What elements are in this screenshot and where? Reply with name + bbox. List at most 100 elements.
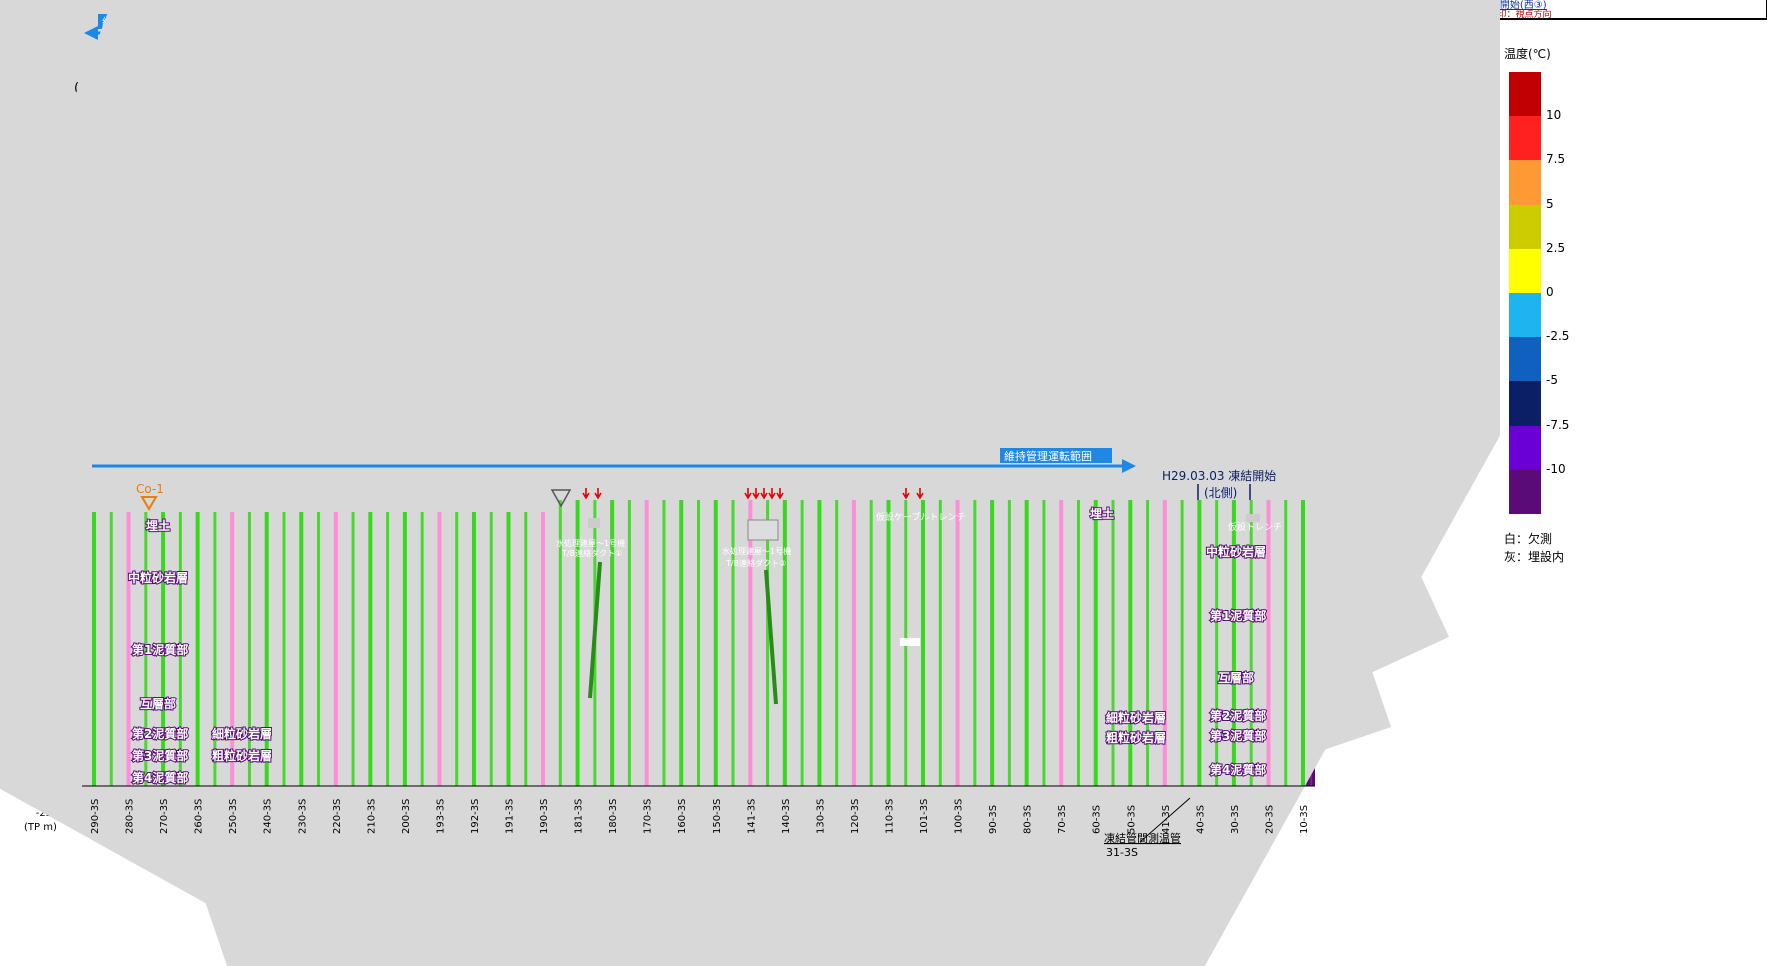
range-label: 維持管理運転範囲 [1004,449,1092,463]
viewpoint-arrow [768,488,776,500]
layer-boundary [0,0,1500,966]
freeze-pipe [1042,500,1046,786]
freeze-pipe [1215,500,1219,786]
temp-pipe-leader [1139,797,1191,843]
legend-tick-label: 10 [1546,108,1562,123]
duct2-label: 水処理建屋～1号機 [722,546,791,556]
freeze-pipe [1076,500,1080,786]
freeze-pipe [990,500,995,786]
freeze-pipe [213,512,217,786]
x-tick-label: 90-3S [988,805,999,834]
freeze-pipe [575,500,580,786]
range-arrow-head [1122,459,1136,473]
x-tick-label: 100-3S [954,799,965,834]
legend-color-bar [1509,72,1541,515]
freeze-pipe [178,512,182,786]
x-tick-label: 160-3S [677,799,688,834]
freeze-pipe [869,500,873,786]
legend-swatch [1509,425,1541,471]
legend-swatch [1509,160,1541,206]
freeze-pipe [402,512,407,786]
legend-tick-label: -10 [1546,461,1566,476]
x-tick-label: 240-3S [263,799,274,834]
freeze-pipe [455,512,459,786]
temperature-probe [126,512,131,786]
freeze-pipe [1093,500,1098,786]
x-tick-label: 30-3S [1230,805,1241,834]
layer-label-left-coarse: 粗粒砂岩層 [212,748,272,763]
freeze-pipe [713,500,718,786]
water-level-marker [550,489,572,508]
range-arrow-head [84,26,98,40]
freeze-pipe [817,500,822,786]
layer-label-right: 第2泥質部 [1210,708,1266,723]
missing-data-cell [900,638,920,646]
x-tick-label: 181-3S [574,799,585,834]
freeze-pipe [1111,500,1115,786]
temperature-probe [1162,500,1167,786]
temperature-probe [541,512,546,786]
x-tick-label: 110-3S [884,799,895,834]
freeze-pipe [973,500,977,786]
legend-swatch [1509,293,1541,338]
freeze-start-label: H29.03.03 凍結開始 [1162,469,1276,483]
temperature-probe [851,500,856,786]
legend-tick-label: -5 [1546,373,1558,388]
legend-swatch [1509,381,1541,427]
x-tick-label: 290-3S [90,799,101,834]
freeze-pipe [1301,500,1305,786]
freeze-pipe [524,512,528,786]
freeze-pipe [835,500,839,786]
x-tick-label: 20-3S [1264,805,1275,834]
x-tick-label: 230-3S [297,799,308,834]
legend-swatch [1509,248,1541,294]
x-tick-label: 220-3S [332,799,343,834]
x-tick-label: 10-3S [1299,805,1310,834]
freeze-pipe [351,512,355,786]
layer-label-left: 第4泥質部 [132,770,188,785]
x-tick-label: 250-3S [228,799,239,834]
x-tick-label: 270-3S [159,799,170,834]
x-tick-label: 180-3S [608,799,619,834]
freeze-pipe [938,500,942,786]
temperature-probe [748,500,753,786]
layer-label-right-coarse: 粗粒砂岩層 [1106,730,1166,745]
x-tick-label: 190-3S [539,799,550,834]
freeze-pipe [471,512,476,786]
legend-title: 温度(℃) [1504,47,1551,61]
layer-label-left: 第2泥質部 [132,726,188,741]
range-label-bg [1000,448,1112,463]
freeze-pipe [109,512,113,786]
red-arrow-note: ※赤矢印：視点方向 [1472,10,1552,20]
x-tick-label: 191-3S [505,799,516,834]
viewpoint-arrow [916,488,924,500]
freeze-pipe [420,512,424,786]
x-tick-label: 70-3S [1057,805,1068,834]
temperature-legend: 温度(℃) 10 7.5 5 2.5 0 -2.5 -5 -7.5 -10 白：欠測 灰：埋設内 [1500,40,1767,580]
freeze-pipe [264,512,269,786]
layer-label-right: 第4泥質部 [1210,762,1266,777]
duct-symbol [747,519,779,541]
legend-tick-label: 7.5 [1546,152,1566,167]
legend-swatch [1509,204,1541,250]
freeze-pipe [627,500,631,786]
legend-swatch [1509,469,1541,515]
x-tick-label: 40-3S [1195,805,1206,834]
legend-swatch [1509,116,1541,161]
freeze-pipe [144,512,148,786]
layer-label-left-coarse: 細粒砂岩層 [212,726,272,741]
layer-label-left: 互層部 [140,696,176,711]
x-tick-label: 50-3S [1126,805,1137,834]
layer-label-right: 互層部 [1218,670,1254,685]
freeze-pipe [1128,500,1133,786]
temp-pipe-id: 31-3S [1106,846,1138,859]
duct1-line [588,561,602,699]
x-tick-label: 192-3S [470,799,481,834]
x-tick-label: 141-3S [746,799,757,834]
temp-pipe-label: 凍結管間測温管 [1104,831,1181,845]
legend-tick-label: -2.5 [1546,329,1570,344]
temperature-probe [230,512,235,786]
viewpoint-arrow [902,488,910,500]
freeze-pipe [1249,500,1253,786]
freeze-start-side: (北側) [1204,486,1237,500]
